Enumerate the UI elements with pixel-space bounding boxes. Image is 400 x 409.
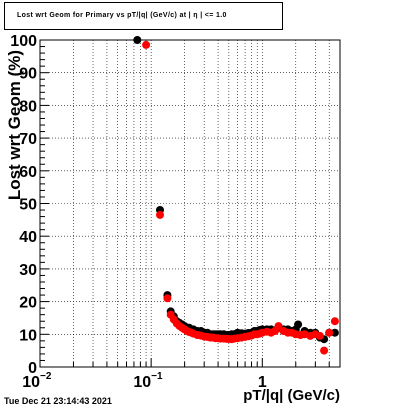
data-point [315,331,324,340]
data-point [320,346,329,355]
x-tick-label: 10 [22,374,40,391]
y-tick-label: 90 [19,66,37,83]
data-point [294,320,303,329]
y-tick-label: 10 [19,327,37,344]
y-axis-label: Lost wrt Geom (%) [5,50,24,200]
data-point [156,210,164,219]
x-tick-label: 1 [258,374,267,391]
data-point [330,328,339,337]
y-tick-label: 0 [28,360,37,377]
data-point [142,40,151,49]
data-markers [133,36,339,355]
y-tick-label: 30 [19,262,37,279]
chart-title: Lost wrt Geom for Primary vs pT/|q| (GeV… [17,12,227,19]
y-tick-label: 60 [19,164,37,181]
data-point [325,328,334,337]
data-point [274,322,283,331]
x-axis-label: pT/|q| (GeV/c) [243,387,340,404]
y-tick-label: 80 [19,98,37,115]
chart-title-box: Lost wrt Geom for Primary vs pT/|q| (GeV… [4,2,283,30]
data-point [163,294,172,303]
x-tick-label-exponent: −2 [40,371,52,382]
y-tick-label: 70 [19,131,37,148]
y-tick-label: 100 [10,33,37,50]
data-point [330,317,339,326]
grid-lines [40,40,340,367]
x-tick-label-exponent: −1 [151,371,163,382]
axis-ticks [39,39,341,368]
timestamp: Tue Dec 21 23:14:43 2021 [4,396,112,406]
x-tick-label: 10 [133,374,151,391]
y-tick-label: 50 [19,197,37,214]
y-tick-label: 20 [19,295,37,312]
y-tick-label: 40 [19,229,37,246]
